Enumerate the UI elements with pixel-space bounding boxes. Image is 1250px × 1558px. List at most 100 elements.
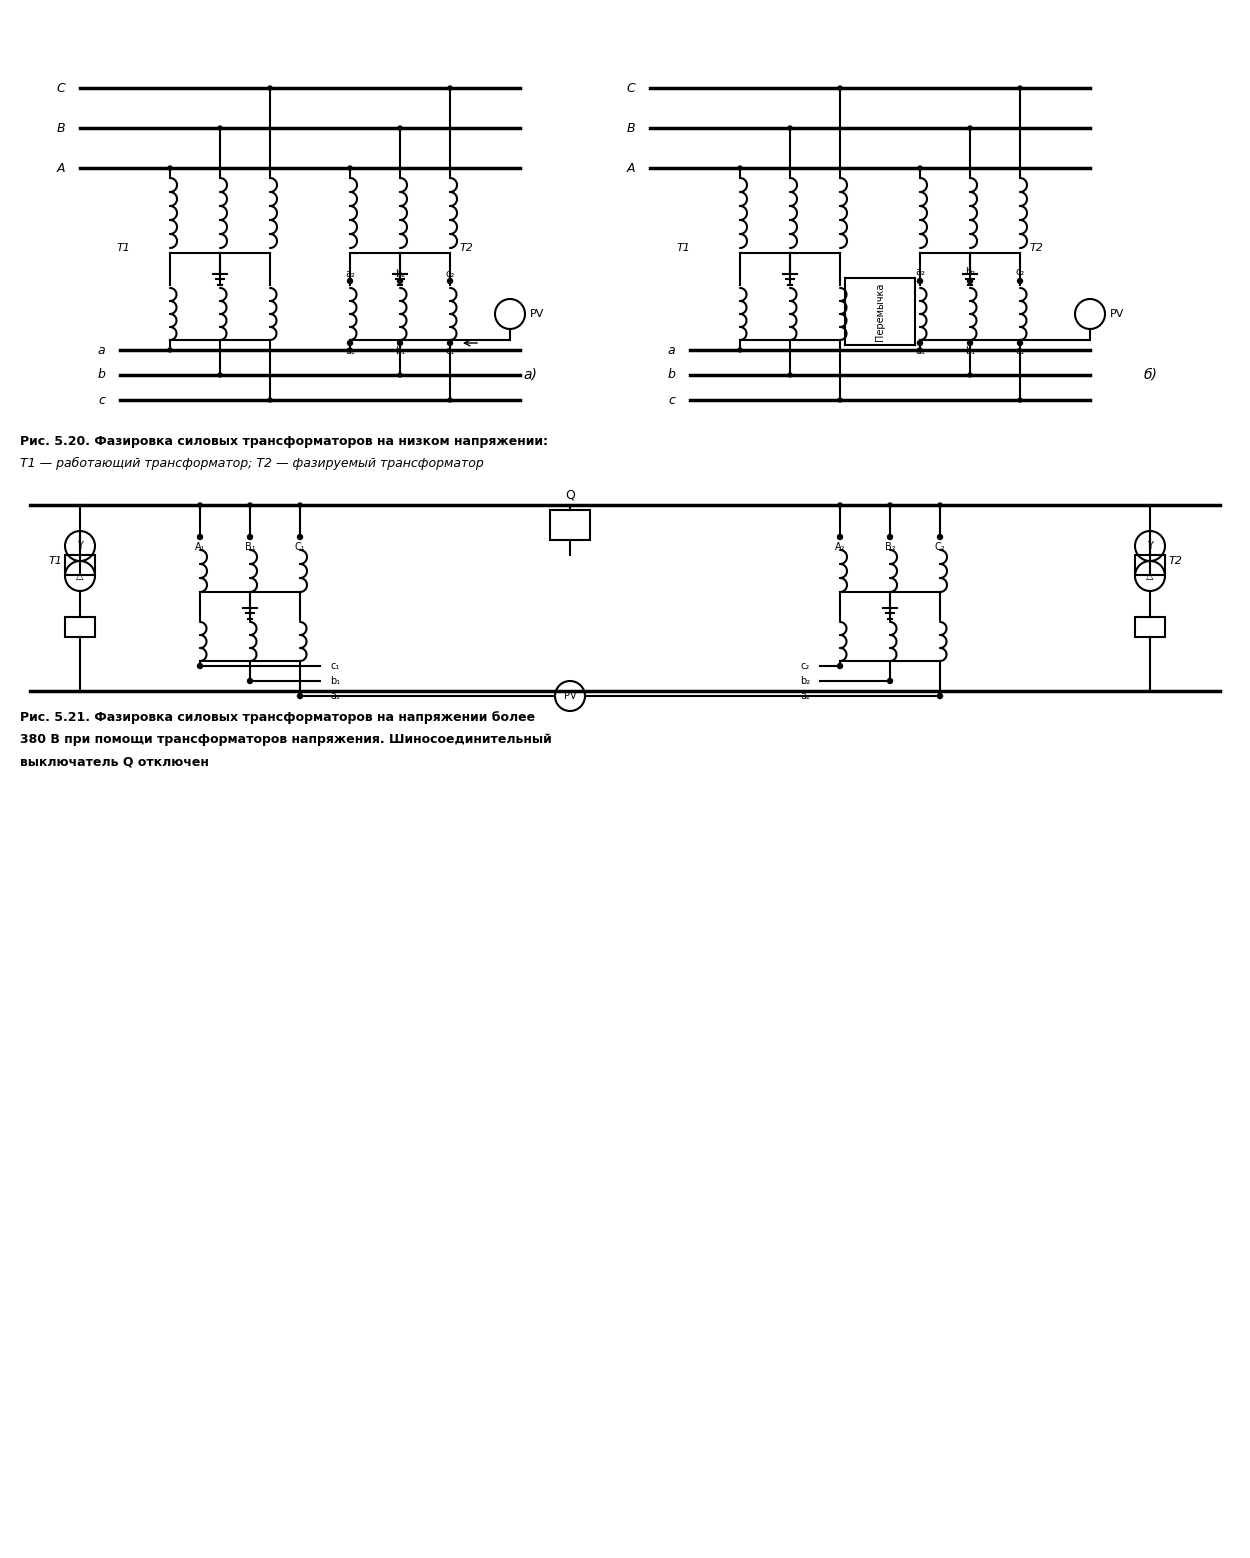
Text: T1: T1 [116,243,130,252]
Text: Y: Y [1148,541,1152,552]
Text: T1: T1 [48,556,63,566]
Circle shape [268,86,272,90]
Text: PV: PV [564,692,576,701]
Text: a₂: a₂ [915,266,925,277]
Circle shape [968,126,972,129]
Text: a₁: a₁ [915,346,925,355]
Text: PV: PV [1110,308,1125,319]
Circle shape [1017,341,1022,346]
Circle shape [398,126,402,129]
Text: a₁: a₁ [330,692,340,701]
Circle shape [448,341,452,346]
Circle shape [398,341,402,346]
Text: B: B [56,122,65,134]
Circle shape [198,534,202,539]
Text: б): б) [1142,368,1158,382]
Text: T2: T2 [1030,243,1044,252]
Text: a₂: a₂ [800,692,810,701]
Circle shape [918,279,922,284]
Bar [65,555,95,575]
Circle shape [1017,86,1022,90]
Circle shape [738,167,742,170]
Text: b₁: b₁ [395,346,405,355]
Circle shape [448,279,452,284]
Text: а): а) [522,368,538,382]
Circle shape [348,347,352,352]
Text: b: b [98,369,105,382]
Text: c: c [668,394,675,407]
Circle shape [838,397,842,402]
Text: △: △ [76,570,84,581]
Circle shape [788,372,792,377]
Text: a₁: a₁ [345,346,355,355]
Text: A₂: A₂ [835,542,845,552]
Circle shape [838,664,842,668]
Text: C: C [626,81,635,95]
Circle shape [348,167,352,170]
Text: c₂: c₂ [445,270,455,279]
Circle shape [968,279,972,284]
Text: Y: Y [78,541,82,552]
Circle shape [168,347,172,352]
Circle shape [398,372,402,377]
Text: A₁: A₁ [195,542,205,552]
Circle shape [448,397,452,402]
Circle shape [918,341,922,346]
Circle shape [168,167,172,170]
Circle shape [968,372,972,377]
Text: c₁: c₁ [1015,346,1025,355]
Circle shape [198,664,202,668]
Circle shape [198,503,202,506]
Text: b₂: b₂ [395,270,405,279]
Circle shape [248,678,252,684]
Circle shape [838,534,842,539]
Text: b₁: b₁ [330,676,340,686]
Circle shape [938,503,942,506]
Text: T1 — работающий трансформатор; T2 — фазируемый трансформатор: T1 — работающий трансформатор; T2 — фази… [20,456,484,471]
Text: Рис. 5.21. Фазировка силовых трансформаторов на напряжении более: Рис. 5.21. Фазировка силовых трансформат… [20,710,535,724]
Text: b: b [668,369,675,382]
Text: B₂: B₂ [885,542,895,552]
Bar [550,509,590,541]
Text: выключатель Q отключен: выключатель Q отключен [20,756,209,768]
Bar [1135,617,1165,637]
Text: b₂: b₂ [965,266,975,277]
Text: A: A [56,162,65,174]
Text: B: B [626,122,635,134]
Circle shape [918,347,922,352]
Text: a: a [98,343,105,357]
Text: A: A [626,162,635,174]
Circle shape [348,341,352,346]
Circle shape [1017,279,1022,284]
Text: a: a [668,343,675,357]
Text: a₂: a₂ [345,270,355,279]
Circle shape [1017,397,1022,402]
Text: c₁: c₁ [445,346,455,355]
Text: b₁: b₁ [965,346,975,355]
Text: T1: T1 [676,243,690,252]
Text: Перемычка: Перемычка [875,282,885,341]
Text: B₁: B₁ [245,542,255,552]
Bar [65,617,95,637]
Circle shape [217,126,222,129]
Text: b₂: b₂ [800,676,810,686]
Circle shape [268,397,272,402]
Circle shape [217,372,222,377]
Text: c: c [98,394,105,407]
Circle shape [298,693,302,698]
Circle shape [888,503,892,506]
Circle shape [918,167,922,170]
Text: △: △ [1146,570,1154,581]
Text: C: C [56,81,65,95]
Circle shape [298,503,302,506]
Circle shape [248,503,252,506]
Text: c₂: c₂ [800,661,810,671]
Text: c₁: c₁ [330,661,340,671]
Circle shape [888,534,892,539]
Circle shape [838,86,842,90]
Circle shape [738,347,742,352]
Text: Рис. 5.20. Фазировка силовых трансформаторов на низком напряжении:: Рис. 5.20. Фазировка силовых трансформат… [20,435,548,449]
Text: PV: PV [530,308,545,319]
Text: 380 В при помощи трансформаторов напряжения. Шиносоединительный: 380 В при помощи трансформаторов напряже… [20,732,551,746]
Circle shape [248,534,252,539]
